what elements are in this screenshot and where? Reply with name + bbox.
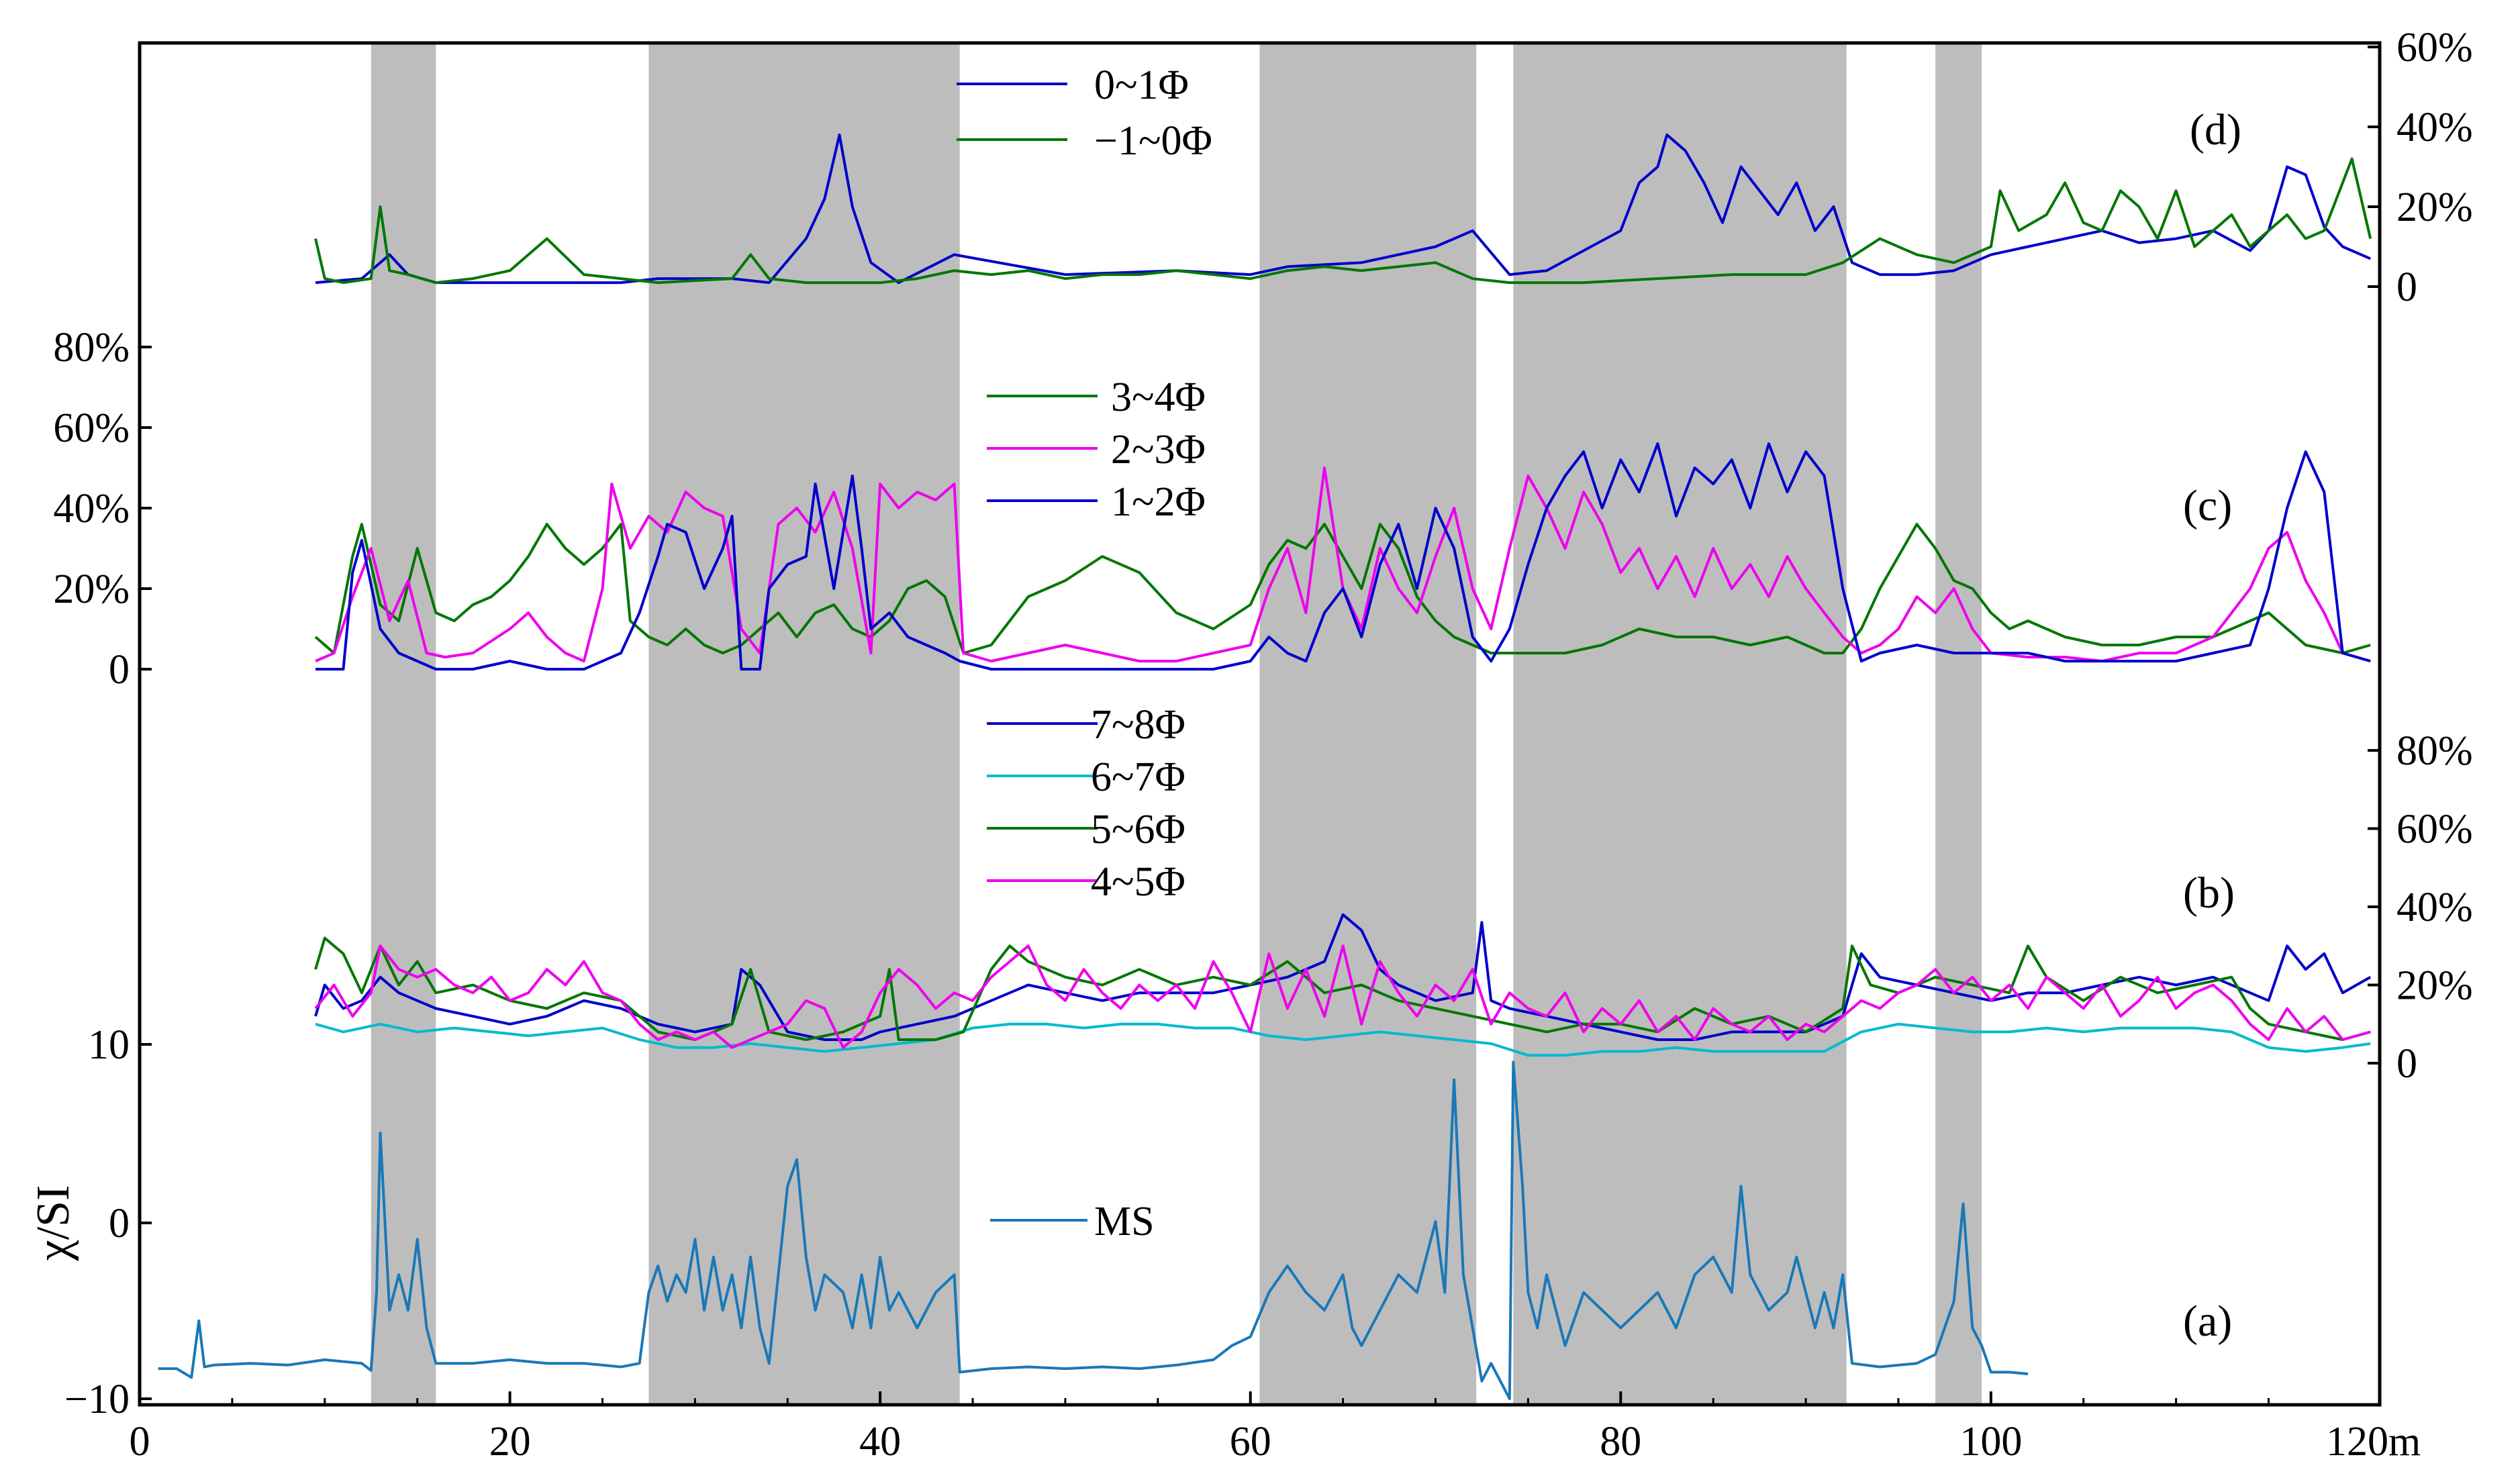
axes: 0 20% 40% 60% (d) 0 20% 40% 60% 80% (c) 0 20% 40% 60% 8… — [28, 25, 2473, 1465]
y-tick-label-c-0: 0 — [109, 647, 130, 693]
plot-frame — [138, 41, 2382, 1407]
shaded-interval-1 — [371, 43, 436, 1405]
series-c-3~4Φ — [314, 523, 2371, 654]
series-b-7~8Φ — [314, 913, 2372, 1041]
series-d-−1~0Φ — [314, 157, 2372, 285]
y-tick-label-d-2: 40% — [2396, 105, 2473, 150]
legend-label-c-1: 2~3Φ — [1111, 427, 1206, 473]
x-tick-label-1: 20 — [489, 1419, 531, 1465]
y-tick-label-d-3: 60% — [2396, 25, 2473, 70]
y-tick-label-b-4: 80% — [2396, 728, 2473, 774]
series-a-MS — [158, 1060, 2029, 1400]
x-tick-label-3: 60 — [1230, 1419, 1271, 1465]
panel-label-d: (d) — [2190, 105, 2241, 154]
y-tick-label-b-0: 0 — [2396, 1041, 2417, 1087]
y-tick-label-c-2: 40% — [53, 486, 130, 532]
legend-label-b-1: 6~7Φ — [1091, 754, 1185, 800]
x-tick-label-5: 100 — [1959, 1419, 2022, 1465]
series-b-5~6Φ — [314, 936, 2371, 1041]
series-d-0~1Φ — [315, 133, 2371, 285]
legend-label-d-0: 0~1Φ — [1094, 62, 1189, 108]
legend-label-b-3: 4~5Φ — [1091, 859, 1185, 905]
y-tick-label-d-1: 20% — [2396, 185, 2473, 230]
panel-label-a: (a) — [2183, 1297, 2232, 1346]
x-tick-label-0: 0 — [130, 1419, 150, 1465]
y-tick-label-b-2: 40% — [2396, 885, 2473, 930]
y-tick-label-c-1: 20% — [53, 566, 130, 612]
x-tick-label-last: 120m — [2326, 1419, 2421, 1465]
y-tick-label-a-1: 0 — [109, 1201, 130, 1246]
shaded-interval-3 — [1259, 43, 1477, 1405]
series-c-1~2Φ — [316, 442, 2371, 671]
legend-label-d-1: −1~0Φ — [1094, 118, 1212, 164]
shaded-interval-5 — [1935, 43, 1982, 1405]
series-layer — [158, 133, 2372, 1400]
series-c-2~3Φ — [315, 466, 2371, 662]
y-tick-label-b-3: 60% — [2396, 807, 2473, 852]
y-axis-label: χ/SI — [28, 1185, 79, 1262]
legends: 0~1Φ −1~0Φ 3~4Φ 2~3Φ 1~2Φ 7~8Φ 6~7Φ 5~6Φ 4~5Φ MS — [957, 62, 1212, 1244]
series-b-6~7Φ — [315, 1022, 2371, 1057]
y-tick-label-c-3: 60% — [53, 405, 130, 451]
legend-label-b-2: 5~6Φ — [1091, 807, 1185, 852]
shaded-interval-2 — [648, 43, 960, 1405]
x-tick-label-4: 80 — [1600, 1419, 1641, 1465]
series-b-4~5Φ — [314, 944, 2371, 1049]
y-tick-label-a-2: 10 — [88, 1022, 130, 1068]
legend-label-a-0: MS — [1094, 1199, 1155, 1244]
y-tick-label-a-0: −10 — [64, 1377, 130, 1422]
shaded-intervals — [371, 43, 1982, 1405]
y-tick-label-d-0: 0 — [2396, 264, 2417, 310]
legend-label-b-0: 7~8Φ — [1091, 702, 1185, 748]
shaded-interval-4 — [1513, 43, 1847, 1405]
legend-label-c-0: 3~4Φ — [1111, 375, 1206, 420]
legend-label-c-2: 1~2Φ — [1111, 479, 1206, 525]
x-tick-label-2: 40 — [859, 1419, 901, 1465]
panel-label-b: (b) — [2183, 869, 2235, 918]
panel-label-c: (c) — [2183, 481, 2232, 530]
y-tick-label-c-4: 80% — [53, 325, 130, 370]
y-tick-label-b-1: 20% — [2396, 963, 2473, 1009]
